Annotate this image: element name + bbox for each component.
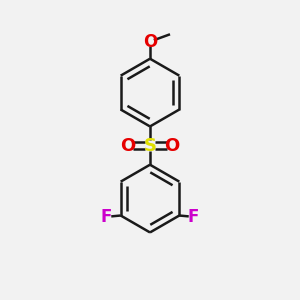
Text: O: O xyxy=(164,136,180,154)
Text: S: S xyxy=(143,136,157,154)
Text: O: O xyxy=(143,33,157,51)
Text: F: F xyxy=(188,208,199,226)
Text: O: O xyxy=(120,136,136,154)
Text: F: F xyxy=(101,208,112,226)
